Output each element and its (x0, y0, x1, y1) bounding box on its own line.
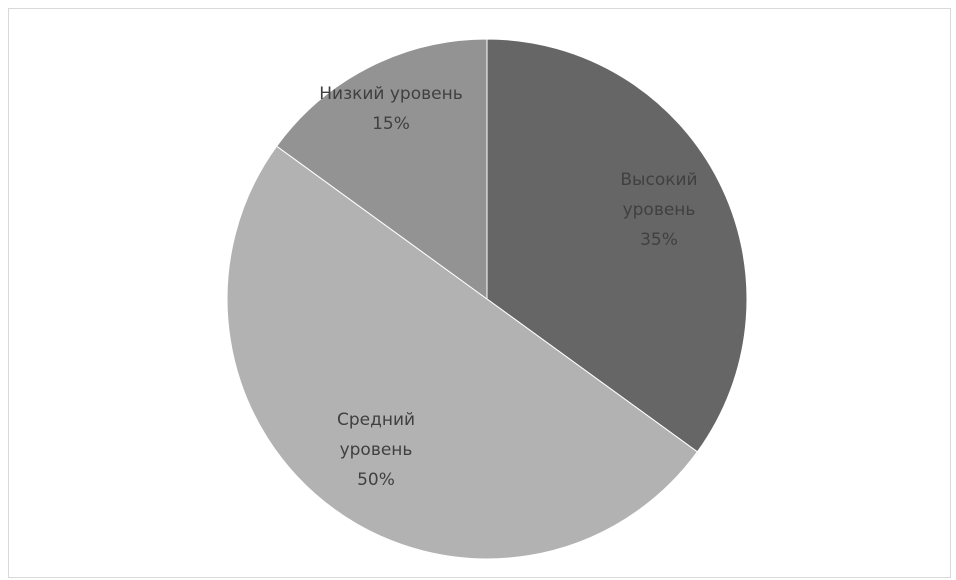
data-label-line: уровень (340, 440, 413, 460)
data-label-2: Средний уровень 50% (337, 410, 415, 490)
pie-slice-2 (226, 145, 699, 560)
data-label-1: Высокий уровень 35% (620, 170, 697, 250)
labels-layer: Высокий уровень 35% Средний уровень 50% Низкий… (319, 84, 697, 490)
data-label-3: Низкий уровень 15% (319, 84, 463, 134)
pie-slice-3 (275, 38, 488, 300)
data-label-line: 50% (357, 470, 395, 490)
data-label-line: уровень (623, 200, 696, 220)
slices-layer (226, 38, 748, 560)
pie-slice-1 (486, 38, 748, 453)
data-label-line: Высокий (620, 170, 697, 190)
data-label-line: Низкий уровень (319, 84, 463, 104)
data-label-line: Средний (337, 410, 415, 430)
data-label-line: 35% (640, 230, 678, 250)
data-label-line: 15% (372, 114, 410, 134)
